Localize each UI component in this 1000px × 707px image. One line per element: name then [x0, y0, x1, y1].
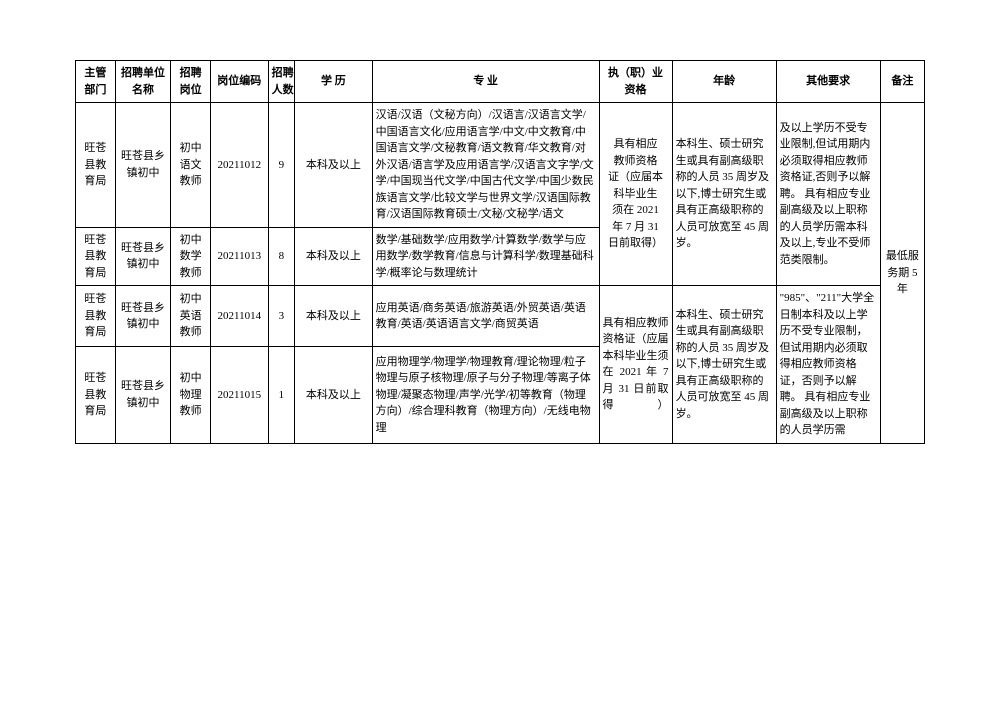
cell-edu: 本科及以上 [295, 286, 372, 347]
cell-age: 本科生、硕士研究生或具有副高级职称的人员 35 周岁及以下,博士研究生或具有正高… [672, 103, 776, 286]
cell-code: 20211015 [211, 347, 269, 443]
cell-count: 3 [268, 286, 295, 347]
header-unit: 招聘单位名称 [115, 61, 170, 103]
cell-edu: 本科及以上 [295, 347, 372, 443]
header-major: 专 业 [372, 61, 599, 103]
cell-count: 8 [268, 227, 295, 286]
table-row: 旺苍县教育局 旺苍县乡镇初中 初中英语教师 20211014 3 本科及以上 应… [76, 286, 925, 347]
cell-count: 1 [268, 347, 295, 443]
cell-dept: 旺苍县教育局 [76, 227, 116, 286]
cell-unit: 旺苍县乡镇初中 [115, 103, 170, 228]
table-row: 旺苍县教育局 旺苍县乡镇初中 初中语文教师 20211012 9 本科及以上 汉… [76, 103, 925, 228]
cell-unit: 旺苍县乡镇初中 [115, 347, 170, 443]
cell-unit: 旺苍县乡镇初中 [115, 227, 170, 286]
cell-pos: 初中物理教师 [171, 347, 211, 443]
cell-edu: 本科及以上 [295, 227, 372, 286]
cell-note: 最低服务期 5 年 [880, 103, 924, 444]
header-edu: 学 历 [295, 61, 372, 103]
header-count: 招聘人数 [268, 61, 295, 103]
header-dept: 主管部门 [76, 61, 116, 103]
header-other: 其他要求 [776, 61, 880, 103]
cell-count: 9 [268, 103, 295, 228]
cell-age: 本科生、硕士研究生或具有副高级职称的人员 35 周岁及以下,博士研究生或具有正高… [672, 286, 776, 444]
table-header-row: 主管部门 招聘单位名称 招聘岗位 岗位编码 招聘人数 学 历 专 业 执（职）业… [76, 61, 925, 103]
cell-other: 及以上学历不受专业限制,但试用期内必须取得相应教师资格证,否则予以解聘。 具有相… [776, 103, 880, 286]
cell-qual: 具有相应教师资格证（应届本科毕业生须在 2021 年 7 月 31 日前取得） [599, 286, 672, 444]
cell-pos: 初中语文教师 [171, 103, 211, 228]
cell-dept: 旺苍县教育局 [76, 347, 116, 443]
header-code: 岗位编码 [211, 61, 269, 103]
header-qual: 执（职）业资格 [599, 61, 672, 103]
header-note: 备注 [880, 61, 924, 103]
cell-dept: 旺苍县教育局 [76, 103, 116, 228]
cell-major: 数学/基础数学/应用数学/计算数学/数学与应用数学/数学教育/信息与计算科学/数… [372, 227, 599, 286]
cell-major: 应用物理学/物理学/物理教育/理论物理/粒子物理与原子核物理/原子与分子物理/等… [372, 347, 599, 443]
header-age: 年龄 [672, 61, 776, 103]
cell-major: 应用英语/商务英语/旅游英语/外贸英语/英语教育/英语/英语语言文学/商贸英语 [372, 286, 599, 347]
cell-unit: 旺苍县乡镇初中 [115, 286, 170, 347]
cell-major: 汉语/汉语（文秘方向）/汉语言/汉语言文学/中国语言文化/应用语言学/中文/中文… [372, 103, 599, 228]
header-pos: 招聘岗位 [171, 61, 211, 103]
cell-pos: 初中英语教师 [171, 286, 211, 347]
recruitment-table: 主管部门 招聘单位名称 招聘岗位 岗位编码 招聘人数 学 历 专 业 执（职）业… [75, 60, 925, 444]
cell-other: "985"、"211"大学全日制本科及以上学历不受专业限制，但试用期内必须取得相… [776, 286, 880, 444]
cell-code: 20211012 [211, 103, 269, 228]
cell-dept: 旺苍县教育局 [76, 286, 116, 347]
cell-pos: 初中数学教师 [171, 227, 211, 286]
cell-code: 20211014 [211, 286, 269, 347]
cell-qual: 具有相应教师资格证（应届本科毕业生须在 2021年 7 月 31日前取得） [599, 103, 672, 286]
cell-code: 20211013 [211, 227, 269, 286]
cell-edu: 本科及以上 [295, 103, 372, 228]
